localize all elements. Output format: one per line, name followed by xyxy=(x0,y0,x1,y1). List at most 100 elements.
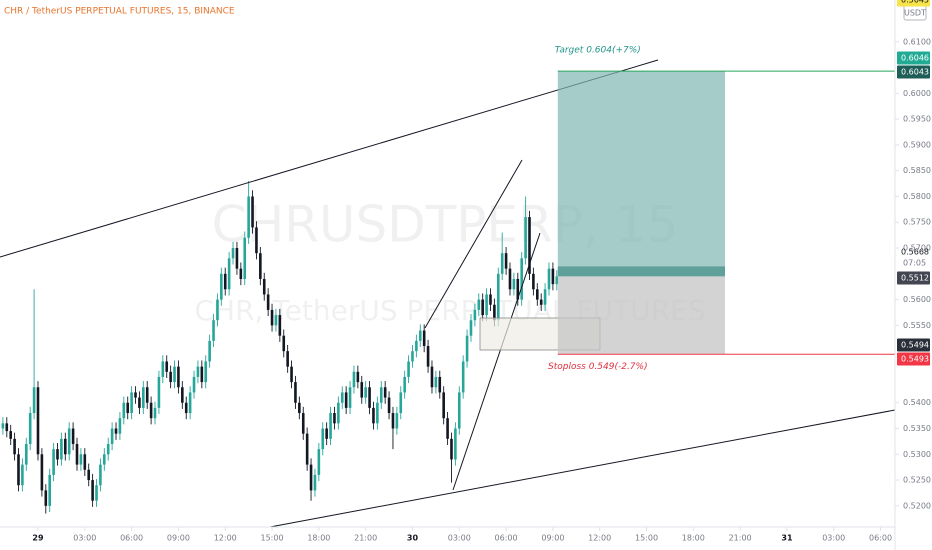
candle-body xyxy=(379,387,383,403)
candle-body xyxy=(161,361,165,377)
candle-body xyxy=(208,340,211,362)
candle-body xyxy=(75,443,79,465)
candle-body xyxy=(157,376,161,408)
candle-body xyxy=(32,387,36,414)
candle-body xyxy=(344,392,348,408)
candle-body xyxy=(247,196,250,238)
candle-body xyxy=(196,366,200,377)
x-tick-label: 21:00 xyxy=(354,534,377,543)
candle-body xyxy=(91,480,94,501)
y-tick-label: 0.6100 xyxy=(903,37,931,46)
candle-body xyxy=(364,387,367,398)
candle-body xyxy=(383,387,387,398)
x-tick-label: 03:00 xyxy=(822,534,845,543)
price-tag-label: 0.6046 xyxy=(901,54,929,63)
candle-body xyxy=(418,330,422,341)
price-tag xyxy=(897,352,930,366)
candle-body xyxy=(481,299,484,316)
candle-body xyxy=(220,273,223,300)
candle-body xyxy=(313,474,317,491)
candle-body xyxy=(442,392,445,419)
trend-line xyxy=(0,59,659,258)
trend-line xyxy=(424,159,523,329)
candle-body xyxy=(317,449,321,475)
y-tick-label: 0.5300 xyxy=(903,450,931,459)
axes: 0.6100 0.6000 0.5950 0.5900 0.5850 0.5800 0.57… xyxy=(32,0,931,543)
trend-line xyxy=(269,409,896,528)
candle-body xyxy=(340,392,344,403)
candle-body xyxy=(165,361,169,372)
candle-body xyxy=(368,387,371,408)
candle-body xyxy=(290,366,293,383)
candle-body xyxy=(40,454,44,491)
candle-body xyxy=(298,402,301,414)
candle-body xyxy=(103,454,106,465)
candle-body xyxy=(360,382,364,398)
x-tick-label: 18:00 xyxy=(682,534,705,543)
candle-body xyxy=(114,428,118,434)
price-tag-label: 0.5494 xyxy=(901,341,929,350)
candle-body xyxy=(181,387,184,403)
candle-body xyxy=(337,402,340,424)
candle-body xyxy=(446,418,449,439)
candle-body xyxy=(153,407,157,419)
candle-body xyxy=(309,464,313,491)
candle-body xyxy=(204,361,208,383)
candle-body xyxy=(173,366,176,383)
candle-body xyxy=(24,443,28,465)
candle-body xyxy=(403,376,406,393)
candle-body xyxy=(415,340,418,352)
y-tick-label: 0.6000 xyxy=(903,89,931,98)
candle-body xyxy=(251,196,254,228)
candle-body xyxy=(532,273,535,290)
candle-body xyxy=(348,387,352,408)
candle-body xyxy=(87,469,91,481)
candle-body xyxy=(255,227,258,254)
candle-body xyxy=(216,299,219,321)
candle-body xyxy=(356,371,360,383)
y-tick-label: 0.5850 xyxy=(903,166,931,175)
candle-body xyxy=(535,289,539,300)
candle-body xyxy=(142,387,145,408)
candle-body xyxy=(118,418,122,434)
candle-body xyxy=(130,392,133,414)
x-tick-label: 12:00 xyxy=(588,534,611,543)
candle-body xyxy=(192,376,196,393)
candle-body xyxy=(21,464,24,486)
currency-label: USDT xyxy=(904,9,926,18)
candle-body xyxy=(67,428,71,455)
candle-body xyxy=(426,346,430,367)
candle-body xyxy=(177,366,180,388)
candle-body xyxy=(461,361,465,393)
candle-body xyxy=(477,299,481,310)
candle-body xyxy=(56,449,59,460)
x-tick-label: 18:00 xyxy=(307,534,330,543)
candle-body xyxy=(411,351,414,362)
candle-body xyxy=(36,387,40,455)
y-tick-label: 0.5750 xyxy=(903,218,931,227)
candle-body xyxy=(122,402,126,419)
candle-body xyxy=(48,474,51,506)
candle-body xyxy=(454,428,457,460)
candle-body xyxy=(278,315,282,336)
candle-body xyxy=(270,309,274,326)
candle-body xyxy=(282,335,286,352)
candle-body xyxy=(138,397,141,408)
candle-body xyxy=(438,376,442,393)
candle-body xyxy=(551,268,555,285)
candle-body xyxy=(239,268,243,279)
x-tick-label: 31 xyxy=(781,534,793,543)
candle-body xyxy=(399,392,403,414)
target-label: Target 0.604(+7%) xyxy=(555,46,641,56)
candle-body xyxy=(235,248,239,269)
candle-body xyxy=(321,428,325,450)
x-tick-label: 06:00 xyxy=(495,534,518,543)
price-tag-label: 0.5645 xyxy=(901,0,929,5)
y-tick-label: 0.5950 xyxy=(903,115,931,124)
countdown: 07:05 xyxy=(903,259,926,268)
candle-body xyxy=(450,438,453,460)
candle-body xyxy=(372,407,375,424)
candle-body xyxy=(524,217,527,259)
candle-body xyxy=(528,217,531,274)
candle-body xyxy=(188,392,192,414)
